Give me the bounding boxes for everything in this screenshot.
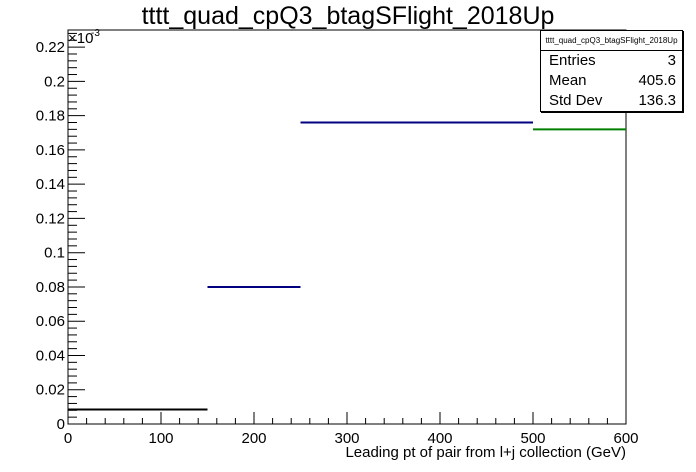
stats-label-stddev: Std Dev [549,92,603,109]
y-tick-label: 0.2 [44,73,65,90]
x-tick-label: 200 [241,430,266,447]
y-tick-label: 0.08 [36,279,65,296]
chart-title: tttt_quad_cpQ3_btagSFlight_2018Up [141,2,555,30]
x-tick-label: 100 [148,430,173,447]
stats-value-mean: 405.6 [638,72,676,89]
y-tick-label: 0.18 [36,108,65,125]
stats-value-stddev: 136.3 [638,92,676,109]
stats-label-mean: Mean [549,72,587,89]
stats-row-mean: Mean 405.6 [541,71,682,91]
x-tick-label: 600 [613,430,638,447]
y-tick-label: 0 [57,416,65,433]
y-exponent-power: -3 [91,28,100,39]
y-tick-label: 0.14 [36,176,65,193]
stats-box: tttt_quad_cpQ3_btagSFlight_2018Up Entrie… [540,30,683,112]
x-axis-title: Leading pt of pair from l+j collection (… [345,444,626,461]
x-tick-label: 300 [334,430,359,447]
stats-box-title: tttt_quad_cpQ3_btagSFlight_2018Up [541,31,682,51]
stats-value-entries: 3 [667,52,676,69]
stats-row-stddev: Std Dev 136.3 [541,91,682,111]
x-tick-label: 400 [427,430,452,447]
y-exponent-label: ×10 [68,30,93,47]
y-tick-label: 0.02 [36,382,65,399]
x-tick-label: 0 [64,430,72,447]
stats-label-entries: Entries [549,52,596,69]
y-tick-label: 0.16 [36,142,65,159]
y-tick-label: 0.22 [36,39,65,56]
y-tick-label: 0.1 [44,245,65,262]
y-tick-label: 0.12 [36,210,65,227]
stats-row-entries: Entries 3 [541,51,682,71]
y-tick-label: 0.06 [36,313,65,330]
y-tick-label: 0.04 [36,347,65,364]
x-tick-label: 500 [520,430,545,447]
